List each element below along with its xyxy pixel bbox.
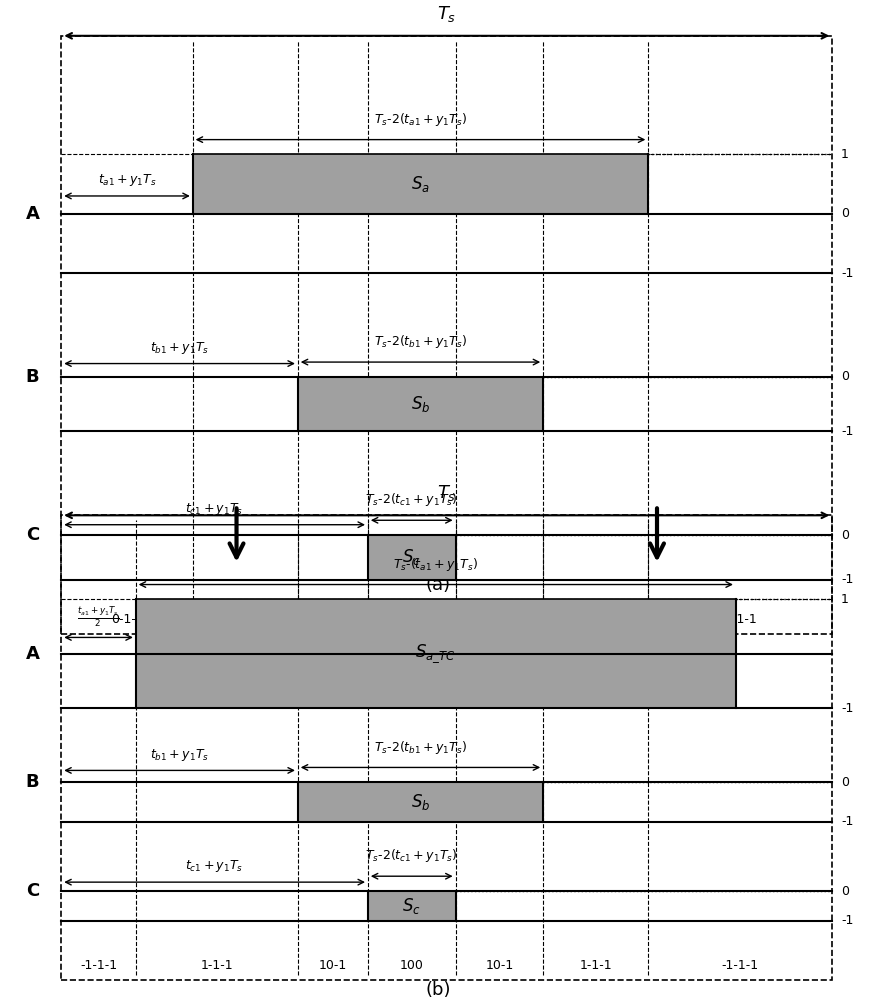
Text: $t_{b1}+y_1T_s$: $t_{b1}+y_1T_s$ [150, 747, 209, 763]
Bar [193, 154, 648, 214]
Text: -1: -1 [841, 573, 853, 586]
Text: -1: -1 [841, 425, 853, 438]
Text: 1-1-1: 1-1-1 [201, 959, 233, 972]
Text: $S_b$: $S_b$ [411, 792, 430, 812]
Text: B: B [25, 368, 39, 386]
Bar [298, 377, 543, 431]
Text: A: A [25, 205, 39, 223]
Text: 100: 100 [399, 613, 424, 626]
Text: (b): (b) [425, 981, 451, 999]
Text: 10-1: 10-1 [319, 613, 347, 626]
Text: $S_a$: $S_a$ [411, 174, 430, 194]
Bar [368, 891, 456, 921]
Text: 10-1: 10-1 [319, 959, 347, 972]
Text: $S_b$: $S_b$ [411, 394, 430, 414]
Text: 0: 0 [841, 885, 849, 898]
Text: -1-1-1: -1-1-1 [722, 959, 759, 972]
Text: $S_c$: $S_c$ [402, 896, 421, 916]
Text: 1-1-1: 1-1-1 [579, 959, 612, 972]
Text: 0: 0 [841, 370, 849, 383]
Text: B: B [25, 773, 39, 791]
Text: -1: -1 [841, 815, 853, 828]
Text: $t_{b1}+y_1T_s$: $t_{b1}+y_1T_s$ [150, 340, 209, 356]
Text: $T_s$: $T_s$ [437, 483, 456, 503]
Bar [136, 599, 736, 708]
Text: $T_s\text{-}(t_{a1}+y_1T_s)$: $T_s\text{-}(t_{a1}+y_1T_s)$ [393, 556, 478, 573]
Text: $T_s\text{-}2(t_{b1}+y_1T_s)$: $T_s\text{-}2(t_{b1}+y_1T_s)$ [374, 333, 467, 350]
Text: $t_{c1}+y_1T_s$: $t_{c1}+y_1T_s$ [186, 501, 244, 517]
Text: $T_s\text{-}2(t_{a1}+y_1T_s)$: $T_s\text{-}2(t_{a1}+y_1T_s)$ [374, 111, 467, 128]
Text: 1: 1 [841, 148, 849, 161]
Text: 0: 0 [841, 529, 849, 542]
Text: 10-1: 10-1 [485, 613, 513, 626]
Text: 0-1-1: 0-1-1 [724, 613, 757, 626]
Text: -1-1-1: -1-1-1 [80, 959, 117, 972]
Text: $T_s\text{-}2(t_{c1}+y_1T_s)$: $T_s\text{-}2(t_{c1}+y_1T_s)$ [365, 847, 458, 864]
Text: $T_s\text{-}2(t_{c1}+y_1T_s)$: $T_s\text{-}2(t_{c1}+y_1T_s)$ [365, 491, 458, 508]
Bar [368, 535, 456, 580]
Text: $S_c$: $S_c$ [402, 547, 421, 567]
Text: 0: 0 [841, 776, 849, 789]
Bar [298, 782, 543, 822]
Text: $T_s\text{-}2(t_{b1}+y_1T_s)$: $T_s\text{-}2(t_{b1}+y_1T_s)$ [374, 739, 467, 756]
Text: 10-1: 10-1 [485, 959, 513, 972]
Text: $S_{a\_TC}$: $S_{a\_TC}$ [415, 643, 456, 665]
Text: 100: 100 [399, 959, 424, 972]
Text: -1: -1 [841, 914, 853, 927]
Text: 1: 1 [841, 593, 849, 606]
Text: $t_{a1}+y_1T_s$: $t_{a1}+y_1T_s$ [97, 172, 157, 188]
Text: (a): (a) [426, 576, 450, 594]
Text: $t_{c1}+y_1T_s$: $t_{c1}+y_1T_s$ [186, 858, 244, 874]
Text: 1-1-1: 1-1-1 [229, 613, 262, 626]
Text: 0-1-1: 0-1-1 [110, 613, 144, 626]
Text: $\frac{t_{a1}+y_1T_s}{2}$: $\frac{t_{a1}+y_1T_s}{2}$ [77, 606, 120, 630]
Text: -1: -1 [841, 702, 853, 715]
Text: -1: -1 [841, 267, 853, 280]
Text: A: A [25, 645, 39, 663]
Text: $T_s$: $T_s$ [437, 4, 456, 24]
Text: 1-1-1: 1-1-1 [579, 613, 612, 626]
Text: C: C [26, 526, 39, 544]
Text: C: C [26, 882, 39, 900]
Text: 0: 0 [841, 207, 849, 220]
